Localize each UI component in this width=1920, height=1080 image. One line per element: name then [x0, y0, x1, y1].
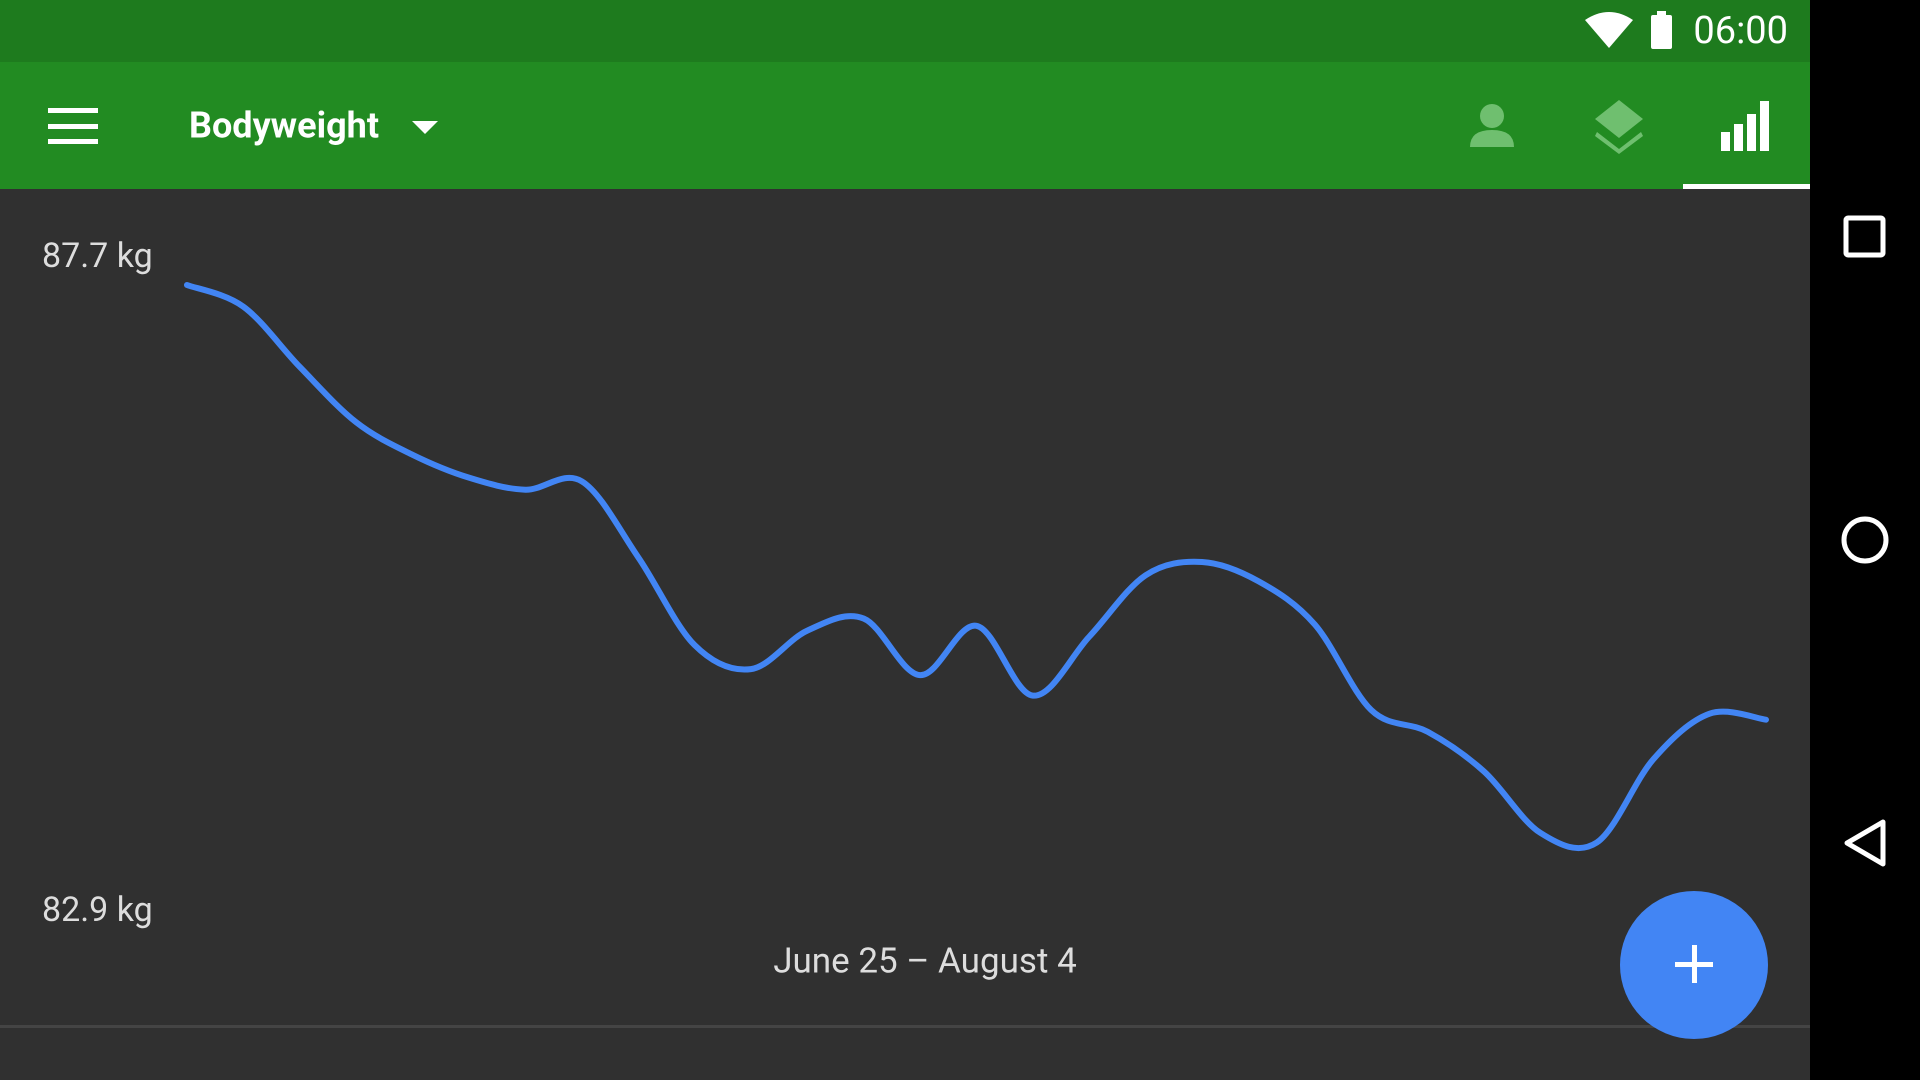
date-range: June 25 – August 4	[773, 940, 1077, 981]
add-button[interactable]	[1620, 891, 1768, 1039]
y-tick-label: 87.7 kg	[42, 236, 153, 276]
profile-tab[interactable]	[1470, 104, 1514, 147]
bar-icon	[1734, 124, 1743, 151]
toolbar-title[interactable]: Bodyweight	[189, 105, 379, 147]
bar-icon	[1760, 101, 1769, 151]
toolbar	[0, 62, 1810, 189]
weight-line	[184, 282, 1769, 852]
bar-icon	[1747, 114, 1756, 151]
chart-tab[interactable]	[1721, 101, 1769, 151]
status-time: 06:00	[1693, 9, 1788, 53]
dropdown-arrow[interactable]	[412, 121, 438, 134]
battery-icon	[1651, 15, 1672, 49]
layer-top	[1595, 100, 1643, 138]
person-body	[1470, 130, 1514, 147]
plot: 87.7 kg 82.9 kg	[42, 236, 1769, 930]
layer-bottom	[1595, 132, 1643, 154]
bar-icon	[1721, 132, 1730, 151]
plus-v	[1692, 945, 1697, 983]
home-button[interactable]	[1841, 516, 1889, 564]
menu-bar	[48, 139, 98, 144]
divider	[0, 1025, 1810, 1028]
menu-button[interactable]	[48, 108, 98, 144]
person-head	[1480, 104, 1504, 128]
menu-bar	[48, 108, 98, 113]
back-button[interactable]	[1844, 819, 1886, 867]
layers-tab[interactable]	[1595, 100, 1643, 154]
tab-indicator	[1683, 184, 1810, 189]
y-tick-label: 82.9 kg	[42, 890, 153, 930]
navigation-bar	[1810, 0, 1920, 1080]
wifi-icon	[1585, 12, 1633, 48]
battery-tip	[1657, 11, 1666, 16]
recents-button[interactable]	[1843, 215, 1886, 258]
menu-bar	[48, 124, 98, 129]
status-bar	[0, 0, 1810, 62]
